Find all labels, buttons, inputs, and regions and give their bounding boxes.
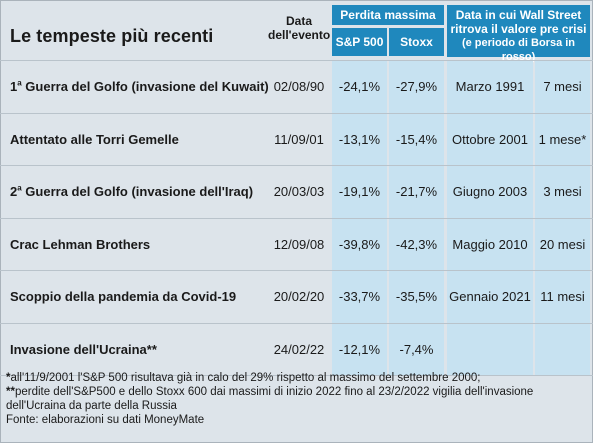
event-name: Attentato alle Torri Gemelle [10, 114, 179, 166]
recovery-month: Giugno 2003 [447, 166, 533, 218]
recovery-header: Data in cui Wall Street ritrova il valor… [447, 5, 590, 63]
sp500-loss: -33,7% [332, 271, 387, 323]
event-name: 1a Guerra del Golfo (invasione del Kuwai… [10, 61, 269, 113]
sp500-header: S&P 500 [332, 28, 387, 56]
ordinal-sup: a [17, 78, 22, 88]
event-name: 2a Guerra del Golfo (invasione dell'Iraq… [10, 166, 253, 218]
stoxx600-loss: -42,3% [389, 218, 444, 271]
recovery-header-line2: ritrova il valore pre crisi [450, 22, 587, 36]
table-row: 2a Guerra del Golfo (invasione dell'Iraq… [0, 165, 593, 219]
event-name-part: Invasione dell'Ucraina** [10, 341, 157, 357]
footnotes: *all'11/9/2001 l'S&P 500 risultava già i… [6, 371, 588, 427]
stoxx600-loss: -35,5% [389, 271, 444, 323]
max-loss-header: Perdita massima [332, 5, 444, 25]
event-name-part: Scoppio della pandemia da Covid-19 [10, 289, 237, 304]
table-row: Scoppio della pandemia da Covid-19 20/02/… [0, 270, 593, 324]
stoxx600-loss: -7,4% [389, 323, 444, 376]
table-row: 1a Guerra del Golfo (invasione del Kuwai… [0, 60, 593, 114]
table-row: Invasione dell'Ucraina** 24/02/22 -12,1% -7… [0, 322, 593, 377]
ordinal-sup: a [17, 183, 22, 193]
event-date: 11/09/01 [274, 131, 324, 147]
event-date: 02/08/90 [273, 79, 325, 94]
event-name-part: Crac Lehman Brothers [10, 236, 151, 252]
sp500-loss: -13,1% [332, 113, 387, 166]
footnote-1: *all'11/9/2001 l'S&P 500 risultava già i… [6, 371, 588, 385]
date-header-line2: dell'evento [268, 28, 331, 42]
footnote-1-text: all'11/9/2001 l'S&P 500 risultava già in… [10, 372, 481, 384]
recovery-period [535, 323, 590, 376]
event-date: 12/09/08 [273, 236, 325, 252]
table-row: Attentato alle Torri Gemelle 11/09/01 -13,… [0, 112, 593, 167]
event-date: 20/02/20 [273, 289, 325, 304]
event-name: Crac Lehman Brothers [10, 219, 150, 271]
event-date: 24/02/22 [273, 341, 325, 357]
recovery-period: 20 mesi [535, 218, 590, 271]
sp500-loss: -12,1% [332, 323, 387, 376]
event-name-part: Attentato alle Torri Gemelle [10, 131, 179, 147]
sp500-loss: -39,8% [332, 218, 387, 271]
stoxx600-loss: -27,9% [389, 61, 444, 113]
recovery-period: 7 mesi [535, 61, 590, 113]
event-name-part: 1 [10, 79, 18, 94]
footnote-2: **perdite dell'S&P500 e dello Stoxx 600 … [6, 385, 588, 413]
recovery-period: 11 mesi [535, 271, 590, 323]
stoxx600-loss: -15,4% [389, 113, 444, 166]
table-bottom-rule [0, 375, 593, 376]
footnote-1-mark: * [6, 372, 11, 384]
recovery-month: Marzo 1991 [447, 61, 533, 113]
event-name-rest: Guerra del Golfo (invasione del Kuwait) [21, 79, 269, 94]
recovery-period: 1 mese* [535, 113, 590, 166]
event-name: Invasione dell'Ucraina** [10, 324, 157, 376]
recovery-month: Gennaio 2021 [447, 271, 533, 323]
recovery-header-line1: Data in cui Wall Street [455, 8, 582, 22]
footnote-2-text: perdite dell'S&P500 e dello Stoxx 600 da… [6, 386, 534, 412]
date-column-header: Data dell'evento [268, 14, 330, 42]
recovery-period: 3 mesi [535, 166, 590, 218]
recovery-month [447, 323, 533, 376]
table-row: Crac Lehman Brothers 12/09/08 -39,8% -42,3%… [0, 217, 593, 272]
source-note: Fonte: elaborazioni su dati MoneyMate [6, 414, 205, 426]
footnote-2-mark: ** [6, 386, 15, 398]
recovery-month: Ottobre 2001 [447, 113, 533, 166]
event-name-part: 2 [10, 184, 18, 199]
stoxx600-loss: -21,7% [389, 166, 444, 218]
event-name-rest: Guerra del Golfo (invasione dell'Iraq) [21, 184, 254, 199]
date-header-line1: Data [285, 14, 312, 28]
sp500-loss: -24,1% [332, 61, 387, 113]
sp500-loss: -19,1% [332, 166, 387, 218]
event-date: 20/03/03 [273, 184, 325, 199]
recovery-month: Maggio 2010 [447, 218, 533, 271]
page-title: Le tempeste più recenti [10, 26, 214, 46]
stoxx600-header: Stoxx 600 [389, 28, 444, 77]
event-name: Scoppio della pandemia da Covid-19 [10, 271, 236, 323]
